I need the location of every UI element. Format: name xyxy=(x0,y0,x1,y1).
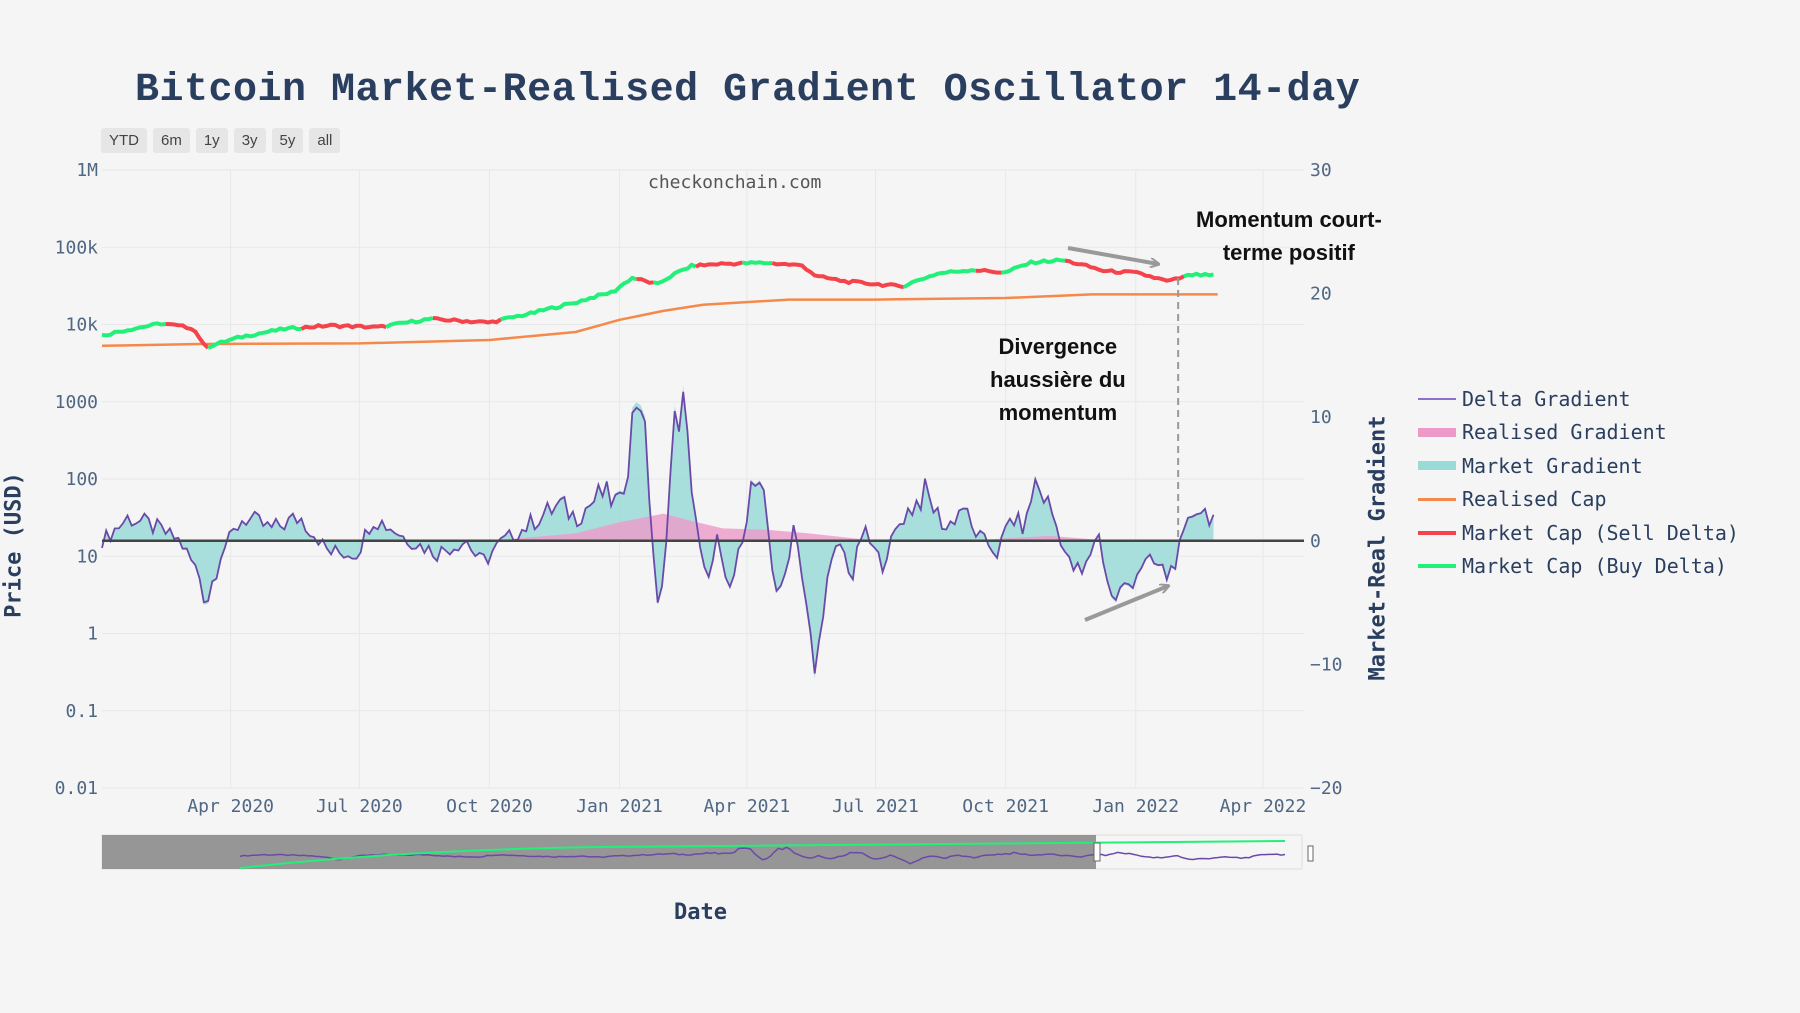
range-selector: YTD 6m 1y 3y 5y all xyxy=(101,128,341,153)
legend-swatch-realised-cap xyxy=(1418,497,1456,501)
range-button-all[interactable]: all xyxy=(309,128,341,153)
legend-item-realised-gradient[interactable]: Realised Gradient xyxy=(1418,416,1739,450)
x-tick-label: Jan 2022 xyxy=(1092,796,1179,817)
annotation-divergence: Divergence haussière du momentum xyxy=(990,334,1126,425)
range-button-5y[interactable]: 5y xyxy=(271,128,304,153)
range-slider-mask xyxy=(102,835,1096,869)
market-cap-buy-segment xyxy=(653,262,697,286)
legend-item-market-cap-buy[interactable]: Market Cap (Buy Delta) xyxy=(1418,550,1739,584)
market-cap-sell-segment xyxy=(300,322,387,331)
y-right-tick-label: 30 xyxy=(1310,160,1332,181)
y-left-tick-label: 10 xyxy=(76,546,98,567)
market-cap-sell-segment xyxy=(432,316,502,325)
x-tick-label: Jan 2021 xyxy=(576,796,663,817)
legend-label: Realised Cap xyxy=(1462,487,1607,512)
legend-label: Market Gradient xyxy=(1462,453,1643,478)
y-left-tick-label: 100 xyxy=(65,469,98,490)
market-cap-buy-segment xyxy=(1183,271,1214,279)
x-tick-label: Apr 2020 xyxy=(187,796,274,817)
x-axis-label: Date xyxy=(674,900,727,925)
legend-item-market-cap-sell[interactable]: Market Cap (Sell Delta) xyxy=(1418,516,1739,550)
chart-title: Bitcoin Market-Realised Gradient Oscilla… xyxy=(135,68,1361,113)
market-cap-sell-segment xyxy=(165,322,210,350)
momentum-arrow xyxy=(1067,246,1158,264)
range-slider-handle-left xyxy=(1093,842,1101,862)
y-left-tick-label: 0.01 xyxy=(55,778,98,799)
y-right-tick-label: 20 xyxy=(1310,284,1332,305)
y-right-tick-label: −10 xyxy=(1310,654,1343,675)
y-axis-left-label: Price (USD) xyxy=(1,472,27,618)
range-button-3y[interactable]: 3y xyxy=(233,128,266,153)
watermark: checkonchain.com xyxy=(648,172,822,193)
legend-item-realised-cap[interactable]: Realised Cap xyxy=(1418,483,1739,517)
market-cap-sell-segment xyxy=(636,276,654,285)
delta-gradient-line xyxy=(101,391,1215,674)
x-tick-label: Jul 2020 xyxy=(316,796,403,817)
legend-swatch-realised-gradient xyxy=(1418,427,1456,437)
x-tick-label: Oct 2020 xyxy=(446,796,533,817)
range-slider-preview-line xyxy=(239,846,1286,865)
y-right-tick-label: −20 xyxy=(1310,778,1343,799)
y-left-tick-label: 10k xyxy=(65,315,98,336)
range-slider-handle-right xyxy=(1307,845,1314,862)
market-cap-buy-segment xyxy=(500,275,638,322)
annotation-momentum: Momentum court- terme positif xyxy=(1196,207,1382,265)
y-right-tick-label: 10 xyxy=(1310,407,1332,428)
realised-gradient-area xyxy=(102,513,1218,541)
gridlines xyxy=(102,169,1304,789)
market-cap-buy-segment xyxy=(742,260,773,266)
market-cap-line xyxy=(101,257,1214,350)
y-left-tick-label: 100k xyxy=(55,237,99,258)
legend-item-market-gradient[interactable]: Market Gradient xyxy=(1418,449,1739,483)
legend-swatch-delta xyxy=(1418,397,1456,400)
tick-labels: Apr 2020 Jul 2020 Oct 2020 Jan 2021 Apr 2021… xyxy=(55,160,1343,817)
market-cap-buy-segment xyxy=(207,324,302,350)
legend-label: Market Cap (Buy Delta) xyxy=(1462,554,1727,579)
x-tick-label: Jul 2021 xyxy=(832,796,919,817)
legend-label: Realised Gradient xyxy=(1462,420,1667,445)
y-right-tick-label: 0 xyxy=(1310,531,1321,552)
range-button-1y[interactable]: 1y xyxy=(195,128,228,153)
legend-label: Delta Gradient xyxy=(1462,386,1631,411)
market-cap-sell-segment xyxy=(1064,258,1185,283)
market-cap-sell-segment xyxy=(975,267,1002,275)
legend: Delta Gradient Realised Gradient Market … xyxy=(1418,382,1739,583)
y-axis-right-label: Market-Real Gradient xyxy=(1365,415,1391,681)
legend-swatch-buy xyxy=(1418,564,1456,569)
market-cap-buy-segment xyxy=(101,321,166,338)
legend-item-delta-gradient[interactable]: Delta Gradient xyxy=(1418,382,1739,416)
range-slider xyxy=(101,834,1314,870)
realised-cap-line xyxy=(101,293,1218,348)
y-left-tick-label: 0.1 xyxy=(65,701,98,722)
y-left-tick-label: 1000 xyxy=(55,392,98,413)
x-tick-label: Apr 2021 xyxy=(703,796,790,817)
market-cap-buy-segment xyxy=(902,268,977,289)
x-tick-label: Apr 2022 xyxy=(1220,796,1307,817)
range-button-6m[interactable]: 6m xyxy=(153,128,190,153)
market-cap-buy-segment xyxy=(385,316,434,329)
y-left-tick-label: 1 xyxy=(87,624,98,645)
y-left-tick-label: 1M xyxy=(76,160,98,181)
x-tick-label: Oct 2021 xyxy=(962,796,1049,817)
legend-label: Market Cap (Sell Delta) xyxy=(1462,520,1739,545)
divergence-arrow xyxy=(1084,586,1168,622)
market-cap-sell-segment xyxy=(771,261,905,290)
range-slider-preview-cap xyxy=(239,840,1286,869)
market-cap-sell-segment xyxy=(694,260,744,269)
range-button-ytd[interactable]: YTD xyxy=(101,128,147,153)
legend-swatch-market-gradient xyxy=(1418,461,1456,471)
market-cap-buy-segment xyxy=(1001,257,1066,275)
legend-swatch-sell xyxy=(1418,530,1456,535)
